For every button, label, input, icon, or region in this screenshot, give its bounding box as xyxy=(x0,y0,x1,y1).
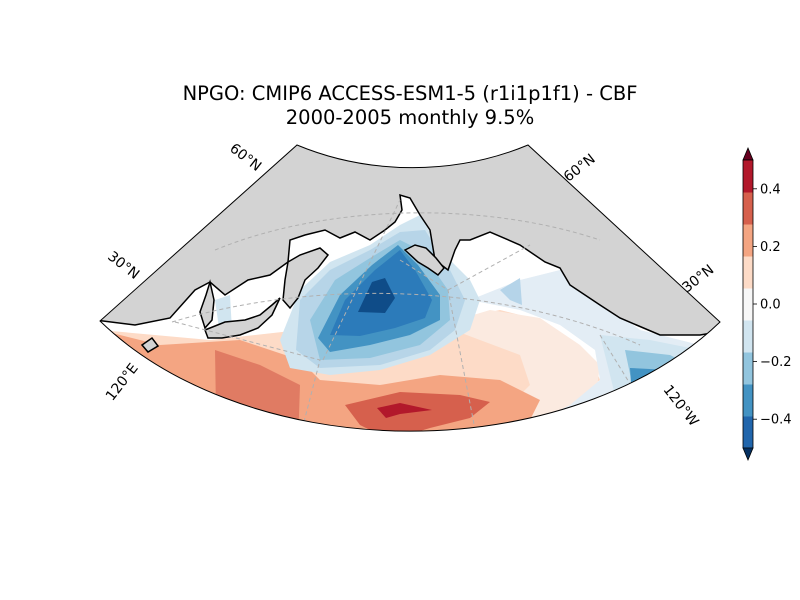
land-alaska-peninsula xyxy=(403,244,445,277)
land-sakhalin xyxy=(199,279,215,330)
colorbar-extend-top xyxy=(742,146,754,161)
anomaly-positive-medium xyxy=(100,330,540,432)
label-120e: 120°E xyxy=(103,361,142,404)
label-30n-right: 30°N xyxy=(680,262,718,296)
colorbar-tick-label: 0.0 xyxy=(760,298,781,313)
label-60n-left: 60°N xyxy=(226,141,264,175)
colorbar-bin xyxy=(743,384,753,417)
map-panel xyxy=(100,145,720,451)
colorbar-bin xyxy=(743,288,753,321)
colorbar-bin xyxy=(743,256,753,289)
colorbar-bin xyxy=(743,192,753,225)
label-120w: 120°W xyxy=(660,382,702,429)
colorbar-bin xyxy=(743,352,753,385)
land-korea xyxy=(140,336,160,353)
colorbar-bin xyxy=(743,320,753,353)
colorbar-tick-label: 0.2 xyxy=(760,240,781,255)
hawaii-islands xyxy=(479,442,499,451)
title-line-1: NPGO: CMIP6 ACCESS-ESM1-5 (r1i1p1f1) - C… xyxy=(182,82,638,105)
land-japan xyxy=(204,297,281,339)
label-30n-left: 30°N xyxy=(104,249,142,283)
colorbar: 0.4 0.2 0.0 −0.2 −0.4 xyxy=(742,146,792,462)
anomaly-negative-small-ne xyxy=(500,278,522,305)
colorbar-bin xyxy=(743,224,753,257)
colorbar-bin xyxy=(743,160,753,193)
map-frame xyxy=(99,144,721,432)
colorbar-bin xyxy=(743,416,753,449)
anomaly-positive-max xyxy=(377,403,432,418)
colorbar-extend-bottom xyxy=(742,447,754,462)
label-60n-right: 60°N xyxy=(561,151,599,185)
graticule xyxy=(171,199,641,432)
colorbar-tick-label: −0.4 xyxy=(760,413,792,428)
map-title: NPGO: CMIP6 ACCESS-ESM1-5 (r1i1p1f1) - C… xyxy=(0,82,800,130)
colorbar-tick-label: 0.4 xyxy=(760,182,781,197)
anomaly-positive-strong-central xyxy=(345,392,490,432)
anomaly-negative-max-bering xyxy=(358,278,395,313)
title-line-2: 2000-2005 monthly 9.5% xyxy=(285,106,535,129)
colorbar-tick-label: −0.2 xyxy=(760,355,792,370)
land-kamchatka xyxy=(282,247,330,310)
